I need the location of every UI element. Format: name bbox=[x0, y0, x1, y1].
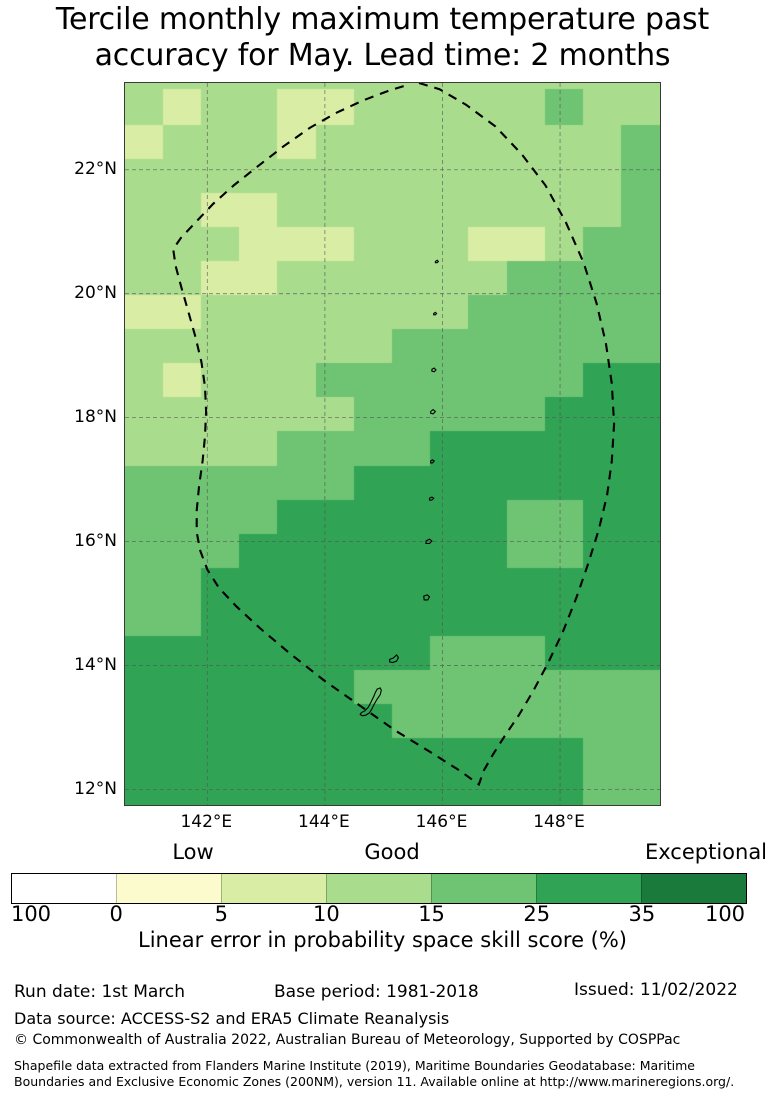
colorbar-tick-label: 25 bbox=[523, 902, 551, 926]
y-axis-tick-label: 18°N bbox=[74, 406, 117, 427]
y-axis-tick-label: 16°N bbox=[74, 530, 117, 551]
colorbar-segment bbox=[641, 874, 746, 903]
base-period-text: Base period: 1981-2018 bbox=[274, 982, 479, 1002]
map-plot-area[interactable] bbox=[124, 82, 661, 806]
colorbar-segment bbox=[221, 874, 326, 903]
colorbar-category-label: Good bbox=[364, 840, 420, 864]
map-overlay bbox=[125, 83, 660, 805]
island-outlines bbox=[359, 259, 440, 717]
y-axis-tick-label: 14°N bbox=[74, 654, 117, 675]
y-axis-labels: 22°N 20°N 18°N 16°N 14°N 12°N bbox=[0, 0, 117, 1095]
title-line-1: Tercile monthly maximum temperature past bbox=[55, 2, 710, 37]
colorbar-category-label: Low bbox=[172, 840, 214, 864]
colorbar-segment bbox=[536, 874, 641, 903]
data-source-text: Data source: ACCESS-S2 and ERA5 Climate … bbox=[14, 1009, 450, 1028]
copyright-text: © Commonwealth of Australia 2022, Austra… bbox=[14, 1032, 681, 1048]
eez-boundary bbox=[172, 83, 616, 787]
colorbar-tick-label: 5 bbox=[214, 902, 228, 926]
colorbar bbox=[11, 873, 747, 904]
colorbar-segment bbox=[431, 874, 536, 903]
colorbar-segment bbox=[12, 874, 116, 903]
colorbar-axis-label: Linear error in probability space skill … bbox=[138, 928, 627, 952]
colorbar-tick-label: 35 bbox=[628, 902, 656, 926]
footer: Run date: 1st March Base period: 1981-20… bbox=[0, 980, 765, 1095]
shapefile-attribution-text: Shapefile data extracted from Flanders M… bbox=[14, 1058, 735, 1089]
footer-meta-row: Run date: 1st March Base period: 1981-20… bbox=[0, 980, 765, 1006]
x-axis-tick-label: 144°E bbox=[298, 812, 350, 832]
issued-date-text: Issued: 11/02/2022 bbox=[574, 980, 738, 1000]
x-axis-labels: 142°E 144°E 146°E 148°E bbox=[0, 812, 765, 842]
colorbar-tick-label: 15 bbox=[418, 902, 445, 926]
colorbar-tick-label: 10 bbox=[313, 902, 340, 926]
y-axis-tick-label: 20°N bbox=[74, 282, 117, 303]
colorbar-tick-label: 100 bbox=[704, 902, 746, 926]
colorbar-tick-label: 100 bbox=[10, 902, 52, 926]
map-gridlines bbox=[125, 83, 660, 805]
run-date-text: Run date: 1st March bbox=[14, 982, 186, 1002]
colorbar-category-labels: Low Good Exceptional bbox=[0, 840, 765, 870]
colorbar-segment bbox=[116, 874, 221, 903]
x-axis-tick-label: 142°E bbox=[180, 812, 233, 832]
y-axis-tick-label: 12°N bbox=[74, 778, 117, 799]
colorbar-tick-labels: 100 0 5 10 15 25 35 100 bbox=[0, 902, 765, 930]
title-line-2: accuracy for May. Lead time: 2 months bbox=[94, 38, 671, 73]
x-axis-tick-label: 148°E bbox=[533, 812, 585, 832]
colorbar-segment bbox=[326, 874, 431, 903]
colorbar-tick-label: 0 bbox=[109, 902, 123, 926]
x-axis-tick-label: 146°E bbox=[415, 812, 468, 832]
y-axis-tick-label: 22°N bbox=[74, 158, 117, 179]
page-title: Tercile monthly maximum temperature past… bbox=[0, 2, 765, 74]
colorbar-category-label: Exceptional bbox=[644, 840, 765, 864]
